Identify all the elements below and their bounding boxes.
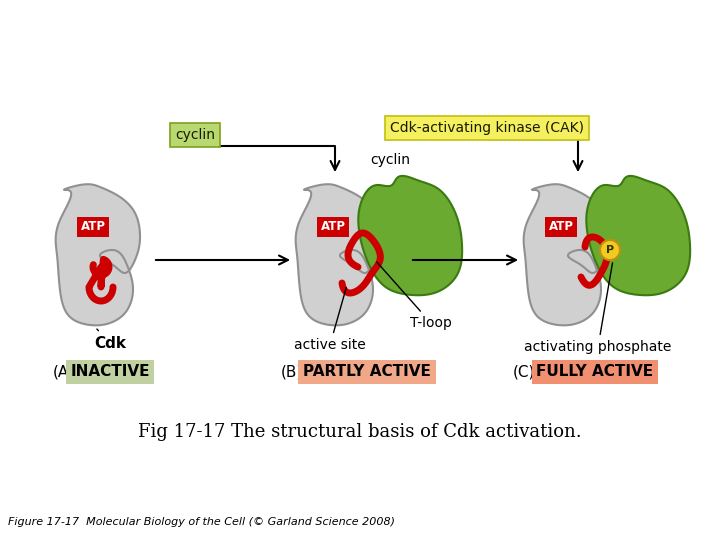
Polygon shape xyxy=(55,184,140,325)
Text: ATP: ATP xyxy=(320,220,346,233)
Text: Cdk-activating kinase (CAK): Cdk-activating kinase (CAK) xyxy=(390,121,584,135)
Circle shape xyxy=(600,240,620,260)
Text: INACTIVE: INACTIVE xyxy=(71,364,150,380)
Text: FULLY ACTIVE: FULLY ACTIVE xyxy=(536,364,654,380)
Text: ATP: ATP xyxy=(81,220,106,233)
Text: cyclin: cyclin xyxy=(175,128,215,142)
Text: Fig 17-17 The structural basis of Cdk activation.: Fig 17-17 The structural basis of Cdk ac… xyxy=(138,423,582,441)
Polygon shape xyxy=(523,184,608,325)
Text: (A): (A) xyxy=(53,364,75,380)
Text: Figure 17-17  Molecular Biology of the Cell (© Garland Science 2008): Figure 17-17 Molecular Biology of the Ce… xyxy=(8,517,395,527)
Text: (B): (B) xyxy=(281,364,303,380)
Text: T-loop: T-loop xyxy=(377,262,452,330)
Text: cyclin: cyclin xyxy=(370,153,410,167)
Polygon shape xyxy=(296,184,380,325)
Text: Cdk: Cdk xyxy=(94,329,126,350)
Text: ATP: ATP xyxy=(549,220,574,233)
Text: PARTLY ACTIVE: PARTLY ACTIVE xyxy=(303,364,431,380)
Polygon shape xyxy=(586,176,690,295)
Polygon shape xyxy=(359,176,462,295)
Text: active site: active site xyxy=(294,288,366,352)
Text: P: P xyxy=(606,245,614,255)
Text: (C): (C) xyxy=(513,364,535,380)
Text: activating phosphate: activating phosphate xyxy=(524,263,672,354)
